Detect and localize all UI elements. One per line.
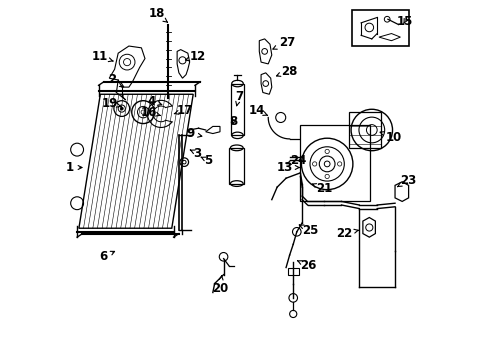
Text: 14: 14	[248, 104, 268, 117]
Text: 20: 20	[212, 276, 228, 295]
Text: 6: 6	[99, 250, 115, 263]
Text: 8: 8	[230, 114, 238, 127]
Text: 15: 15	[397, 14, 413, 27]
Text: 1: 1	[66, 161, 82, 174]
Text: 12: 12	[186, 50, 206, 63]
Text: 13: 13	[277, 161, 299, 174]
Text: 5: 5	[201, 154, 212, 167]
Bar	[352, 10, 409, 46]
Text: 25: 25	[299, 224, 318, 237]
Text: 23: 23	[397, 174, 416, 187]
Text: 21: 21	[312, 183, 333, 195]
Text: 24: 24	[287, 154, 306, 167]
Text: 3: 3	[190, 147, 201, 160]
Circle shape	[121, 107, 123, 110]
Text: 28: 28	[276, 64, 297, 77]
Bar	[231, 84, 245, 135]
Text: 27: 27	[273, 36, 295, 49]
Text: 10: 10	[380, 131, 402, 144]
Text: 26: 26	[297, 259, 317, 272]
Text: 2: 2	[108, 73, 123, 87]
Text: 16: 16	[141, 105, 160, 119]
Bar	[229, 148, 245, 184]
Text: 4: 4	[147, 95, 162, 108]
Text: 11: 11	[91, 50, 113, 63]
Text: 22: 22	[336, 227, 358, 240]
Bar	[348, 112, 381, 148]
Text: 17: 17	[174, 104, 194, 117]
Bar	[288, 268, 299, 275]
Text: 19: 19	[102, 97, 121, 110]
Bar	[300, 125, 370, 202]
Text: 9: 9	[187, 127, 202, 140]
Text: 18: 18	[148, 8, 168, 22]
Text: 7: 7	[235, 90, 243, 106]
